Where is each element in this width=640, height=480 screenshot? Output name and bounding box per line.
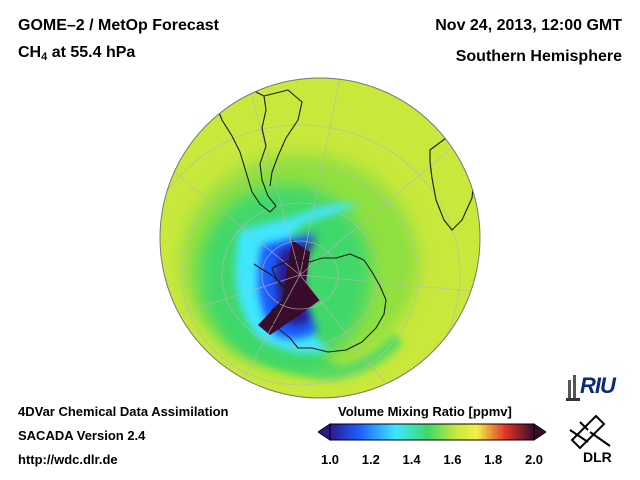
antarctic-peninsula (253, 263, 291, 293)
colorbar-tick-label: 1.2 (361, 452, 380, 467)
pressure-level: at 55.4 hPa (51, 44, 136, 61)
colorbar (318, 423, 546, 441)
colorbar-tick-label: 2.0 (524, 452, 544, 467)
riu-logo-icon (566, 375, 580, 401)
species-label: CH4 at 55.4 hPa (18, 44, 135, 63)
colorbar-tick-label: 1.8 (484, 452, 503, 467)
antarctica-coast (269, 253, 387, 353)
riu-logo-text: RIU (580, 373, 616, 398)
vmr-field (182, 154, 418, 381)
footer-assimilation: 4DVar Chemical Data Assimilation (18, 404, 229, 419)
footer-version: SACADA Version 2.4 (18, 428, 146, 443)
hemisphere-label: Southern Hemisphere (455, 48, 622, 65)
footer-url[interactable]: http://wdc.dlr.de (18, 452, 118, 467)
globe-outline (159, 77, 481, 399)
colorbar-tick-label: 1.6 (443, 452, 462, 467)
colorbar-tick-label: 1.4 (402, 452, 421, 467)
colorbar-low-arrow (318, 423, 331, 441)
graticule (160, 78, 480, 398)
colorbar-tick-label: 1.0 (320, 452, 340, 467)
dlr-logo-icon (569, 414, 611, 450)
map-title: GOME–2 / MetOp Forecast (18, 17, 219, 34)
dlr-logo-text: DLR (583, 449, 612, 465)
colorbar-title: Volume Mixing Ratio [ppmv] (338, 404, 512, 419)
forecast-date: Nov 24, 2013, 12:00 GMT (435, 17, 622, 34)
colorbar-high-arrow (533, 423, 546, 441)
south-america-east (263, 89, 303, 187)
species-subscript: 4 (41, 51, 48, 63)
colorbar-gradient (329, 423, 535, 441)
methane-map (159, 77, 481, 399)
species-name: CH (18, 44, 42, 61)
vortex-core (258, 240, 320, 335)
